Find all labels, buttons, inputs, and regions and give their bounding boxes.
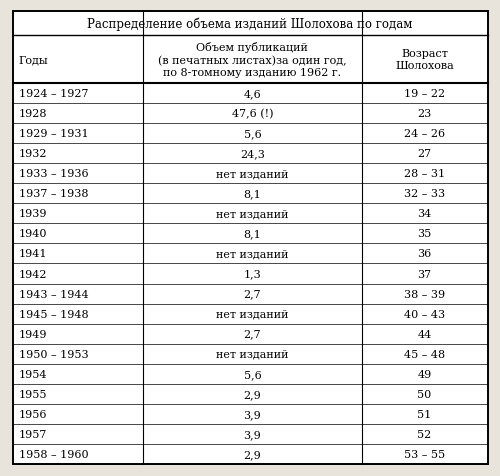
Text: 1941: 1941	[18, 249, 47, 259]
Text: 2,9: 2,9	[244, 449, 261, 459]
Text: нет изданий: нет изданий	[216, 169, 288, 179]
Text: 37: 37	[418, 269, 432, 279]
Text: 4,6: 4,6	[244, 89, 261, 99]
Text: 52: 52	[418, 429, 432, 439]
Text: 24 – 26: 24 – 26	[404, 129, 445, 139]
Text: Возраст
Шолохова: Возраст Шолохова	[395, 49, 454, 71]
Text: 1933 – 1936: 1933 – 1936	[18, 169, 88, 179]
Text: 1957: 1957	[18, 429, 47, 439]
Text: 1943 – 1944: 1943 – 1944	[18, 289, 88, 299]
Text: 1956: 1956	[18, 409, 47, 419]
Text: 19 – 22: 19 – 22	[404, 89, 445, 99]
Text: 1929 – 1931: 1929 – 1931	[18, 129, 88, 139]
Text: 1932: 1932	[18, 149, 47, 159]
Text: 3,9: 3,9	[244, 409, 261, 419]
Text: 28 – 31: 28 – 31	[404, 169, 445, 179]
Text: 50: 50	[418, 389, 432, 399]
Text: 24,3: 24,3	[240, 149, 265, 159]
Text: 1924 – 1927: 1924 – 1927	[18, 89, 88, 99]
Text: 53 – 55: 53 – 55	[404, 449, 445, 459]
Text: 45 – 48: 45 – 48	[404, 349, 445, 359]
Text: нет изданий: нет изданий	[216, 249, 288, 259]
Text: 8,1: 8,1	[244, 189, 261, 199]
Text: 1950 – 1953: 1950 – 1953	[18, 349, 88, 359]
Text: 23: 23	[418, 109, 432, 119]
Text: Объем публикаций
(в печатных листах)за один год,
по 8-томному изданию 1962 г.: Объем публикаций (в печатных листах)за о…	[158, 42, 346, 78]
Text: 32 – 33: 32 – 33	[404, 189, 445, 199]
Text: 1949: 1949	[18, 329, 47, 339]
Text: 27: 27	[418, 149, 432, 159]
Text: 1954: 1954	[18, 369, 47, 379]
Text: 8,1: 8,1	[244, 229, 261, 239]
Text: 34: 34	[418, 209, 432, 219]
Text: 1955: 1955	[18, 389, 47, 399]
Text: 47,6 (!): 47,6 (!)	[232, 109, 273, 119]
Text: нет изданий: нет изданий	[216, 309, 288, 319]
Text: 1940: 1940	[18, 229, 47, 239]
Text: 1945 – 1948: 1945 – 1948	[18, 309, 88, 319]
Text: 36: 36	[418, 249, 432, 259]
Text: 1939: 1939	[18, 209, 47, 219]
Text: 5,6: 5,6	[244, 129, 261, 139]
Text: 1958 – 1960: 1958 – 1960	[18, 449, 88, 459]
Text: 51: 51	[418, 409, 432, 419]
Text: 2,9: 2,9	[244, 389, 261, 399]
Text: Распределение объема изданий Шолохова по годам: Распределение объема изданий Шолохова по…	[88, 17, 412, 31]
Text: 38 – 39: 38 – 39	[404, 289, 445, 299]
Text: 3,9: 3,9	[244, 429, 261, 439]
Text: 5,6: 5,6	[244, 369, 261, 379]
Text: нет изданий: нет изданий	[216, 349, 288, 359]
Text: 1937 – 1938: 1937 – 1938	[18, 189, 88, 199]
Text: 2,7: 2,7	[244, 329, 261, 339]
Text: 2,7: 2,7	[244, 289, 261, 299]
Text: нет изданий: нет изданий	[216, 209, 288, 219]
Text: Годы: Годы	[18, 55, 48, 65]
Text: 40 – 43: 40 – 43	[404, 309, 445, 319]
Text: 44: 44	[418, 329, 432, 339]
Text: 35: 35	[418, 229, 432, 239]
Text: 1942: 1942	[18, 269, 47, 279]
Text: 1,3: 1,3	[244, 269, 261, 279]
Text: 1928: 1928	[18, 109, 47, 119]
Text: 49: 49	[418, 369, 432, 379]
